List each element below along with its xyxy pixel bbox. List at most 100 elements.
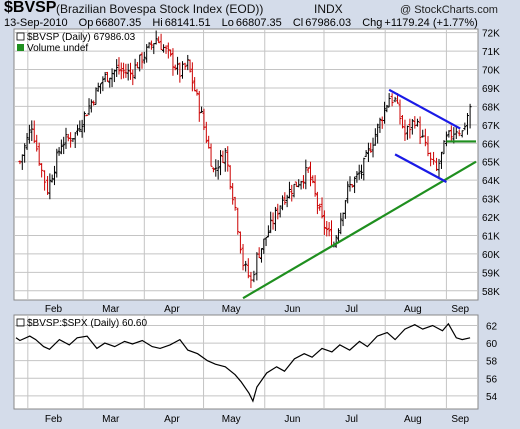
price-y-tick-label: 67K: [482, 121, 500, 132]
ohlc-bar: [147, 42, 151, 49]
ohlc-bar: [140, 52, 144, 69]
ohlc-bar: [376, 123, 380, 144]
ohlc-bar: [390, 93, 394, 107]
ohlc-bar: [138, 54, 142, 72]
ohlc-bar: [173, 64, 177, 71]
ohlc-bar: [23, 143, 27, 163]
price-y-tick-label: 59K: [482, 268, 500, 279]
ohlc-bar: [343, 200, 347, 219]
ohlc-bar: [460, 130, 464, 138]
ohlc-bar: [27, 124, 31, 144]
ohlc-bar: [169, 49, 173, 57]
price-x-tick-label: Mar: [102, 304, 120, 315]
ohlc-bar: [69, 132, 73, 148]
ohlc-bar: [369, 142, 373, 153]
ohlc-bar: [142, 51, 146, 64]
ohlc-bar: [25, 132, 29, 150]
ohlc-bar: [355, 171, 359, 183]
ohlc-bar: [350, 184, 354, 188]
ohlc-bar: [35, 134, 39, 152]
ohlc-bar: [76, 124, 80, 136]
ohlc-bar: [308, 161, 312, 187]
ratio-line: [15, 322, 471, 403]
ohlc-bar: [94, 87, 98, 106]
ohlc-bar: [432, 151, 436, 165]
ohlc-bar: [57, 147, 61, 156]
ohlc-bar: [48, 173, 52, 200]
ohlc-bar: [405, 125, 409, 140]
ohlc-bar: [200, 106, 204, 113]
price-x-tick-label: Sep: [451, 304, 469, 315]
ohlc-bar: [437, 158, 441, 179]
ohlc-bar: [216, 160, 220, 180]
ohlc-bar: [269, 211, 273, 234]
change-label: Chg: [362, 17, 383, 29]
ohlc-bar: [264, 236, 268, 247]
volume-legend-swatch: [17, 44, 24, 51]
price-legend-entry: $BVSP (Daily) 67986.03: [27, 32, 136, 43]
price-x-tick-label: May: [222, 304, 241, 315]
stockcharts-watermark: @ StockCharts.com: [400, 4, 498, 16]
price-y-tick-label: 72K: [482, 29, 500, 40]
ohlc-bar: [362, 157, 366, 181]
change-value: +1179.24 (+1.77%): [384, 17, 478, 29]
ohlc-bar: [273, 206, 277, 231]
ohlc-bar: [78, 120, 82, 133]
ohlc-bar: [463, 122, 467, 131]
ohlc-bar: [59, 139, 63, 155]
ohlc-bar: [366, 142, 370, 162]
ohlc-bar: [244, 260, 248, 272]
ohlc-bar: [276, 203, 280, 220]
ohlc-bar: [383, 101, 387, 124]
ratio-legend-swatch: [16, 318, 25, 327]
ohlc-bar: [283, 192, 287, 205]
ohlc-bar: [55, 148, 59, 178]
ratio-y-tick-label: 56: [486, 374, 498, 385]
ohlc-bar: [43, 170, 47, 191]
ratio-y-tick-label: 60: [486, 339, 498, 350]
price-y-tick-label: 58K: [482, 287, 500, 298]
price-y-tick-label: 68K: [482, 102, 500, 113]
ohlc-bar: [62, 136, 66, 155]
ohlc-bar: [403, 119, 407, 141]
ohlc-bar: [211, 167, 215, 173]
ohlc-bar: [266, 225, 270, 238]
ohlc-bar: [64, 127, 68, 149]
ohlc-bar: [178, 62, 182, 83]
ohlc-bar: [393, 96, 397, 103]
ohlc-bar: [124, 63, 128, 78]
ohlc-bar: [85, 114, 89, 117]
volume-legend-entry: Volume undef: [27, 43, 88, 54]
ohlc-bar: [80, 119, 84, 138]
ohlc-bar: [228, 165, 232, 190]
ohlc-bar: [186, 54, 190, 71]
ohlc-bar: [290, 184, 294, 202]
ohlc-bar: [444, 131, 448, 147]
ohlc-bar: [313, 175, 317, 197]
ohlc-bar: [311, 175, 315, 184]
price-y-tick-label: 63K: [482, 195, 500, 206]
ohlc-bar: [204, 121, 208, 144]
ratio-grid: [14, 315, 478, 409]
ratio-x-tick-label: Jul: [345, 414, 358, 425]
ohlc-bar: [119, 62, 123, 80]
ratio-x-tick-label: Aug: [404, 414, 422, 425]
ohlc-bar: [99, 83, 103, 94]
quote-row: 13-Sep-2010 Op 66807.35 Hi 68141.51 Lo 6680…: [4, 17, 486, 29]
close-value: 67986.03: [305, 17, 352, 29]
high-value: 68141.51: [164, 17, 211, 29]
open-value: 66807.35: [95, 17, 142, 29]
ohlc-bar: [226, 146, 230, 172]
high-label: Hi: [152, 17, 163, 29]
price-y-tick-label: 70K: [482, 66, 500, 77]
ohlc-bar: [287, 181, 291, 199]
ohlc-bar: [37, 142, 41, 166]
price-panel: [13, 28, 479, 301]
trendline-rising-support: [242, 160, 477, 300]
ohlc-bar: [439, 151, 443, 169]
ohlc-bar: [449, 125, 453, 142]
ohlc-bar: [231, 182, 235, 205]
ohlc-bars: [18, 30, 472, 289]
ohlc-bar: [219, 150, 223, 176]
ohlc-bar: [159, 33, 163, 50]
